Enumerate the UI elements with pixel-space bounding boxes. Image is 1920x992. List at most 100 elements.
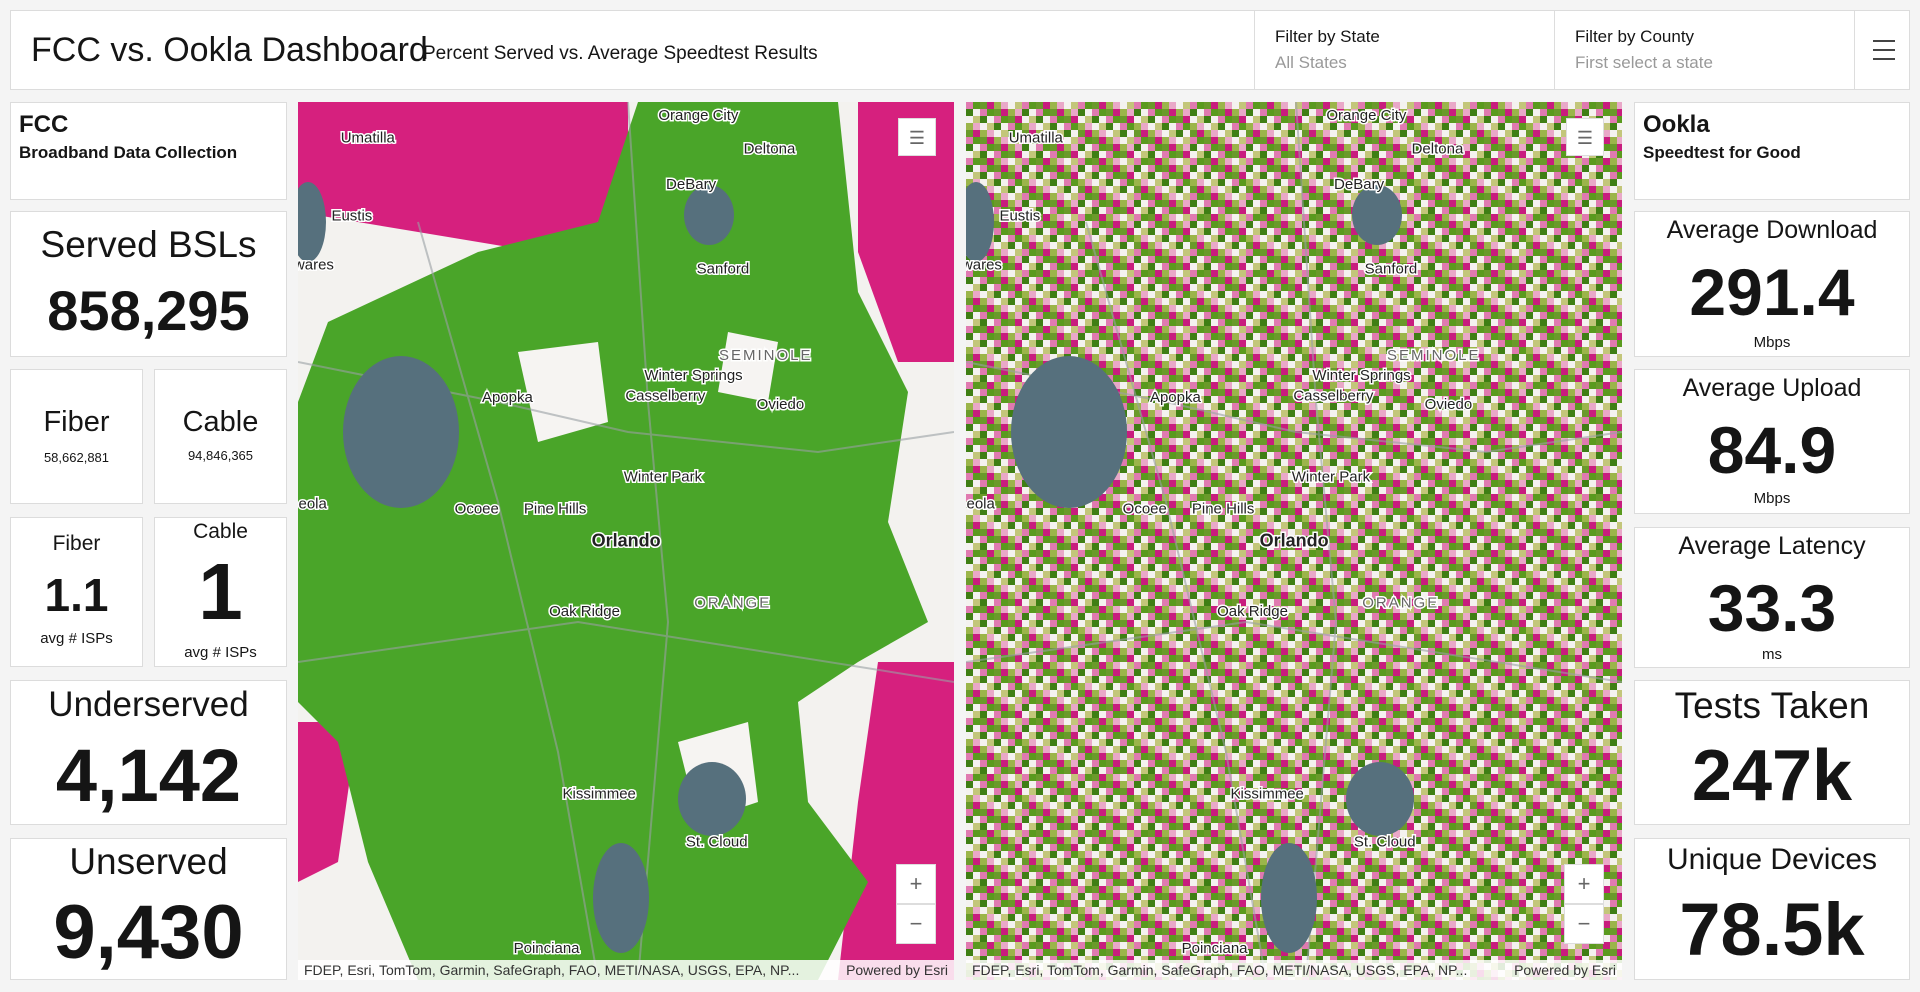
place-label: eola xyxy=(967,495,996,512)
menu-button[interactable] xyxy=(1854,11,1911,89)
zoom-in[interactable]: + xyxy=(1564,864,1604,904)
place-label: DeBary xyxy=(1334,176,1385,193)
place-label: SEMINOLE xyxy=(719,347,813,364)
card-label: Unique Devices xyxy=(1666,843,1878,876)
card-label: Fiber xyxy=(43,406,110,438)
filter-label: Filter by County xyxy=(1575,27,1695,46)
card-label: Average Upload xyxy=(1682,374,1862,402)
card-value: 94,846,365 xyxy=(187,448,254,463)
card-label: Average Download xyxy=(1666,216,1878,244)
place-label: DeBary xyxy=(666,176,717,193)
place-label: Oak Ridge xyxy=(1217,603,1288,620)
filter-state[interactable]: Filter by State All States xyxy=(1254,11,1555,89)
place-label: Winter Springs xyxy=(1312,367,1410,384)
fcc-map[interactable]: Orange City Deltona Umatilla DeBary Eustis Sa… xyxy=(298,102,954,980)
place-label: Eustis xyxy=(999,208,1040,225)
filter-county[interactable]: Filter by County First select a state xyxy=(1554,11,1855,89)
ookla-map[interactable]: Orange City Deltona Umatilla DeBary Eustis Sa… xyxy=(966,102,1622,980)
subtitle: Percent Served vs. Average Speedtest Res… xyxy=(423,43,818,64)
place-label: Sanford xyxy=(1365,260,1418,277)
place-label: Poinciana xyxy=(1182,940,1249,957)
zoom-in[interactable]: + xyxy=(896,864,936,904)
place-label: Deltona xyxy=(744,140,796,157)
card-value: 78.5k xyxy=(1679,888,1865,971)
place-label: Apopka xyxy=(1150,389,1202,406)
test-tiles xyxy=(966,102,1622,980)
powered-by: Powered by Esri xyxy=(846,962,948,978)
place-label: Oviedo xyxy=(1425,396,1473,413)
lakes xyxy=(298,182,746,953)
place-label: Casselberry xyxy=(625,388,706,405)
fiber-isps-card: Fiber 1.1 avg # ISPs xyxy=(10,517,143,667)
place-label: Deltona xyxy=(1412,140,1464,157)
card-value: 33.3 xyxy=(1707,571,1837,645)
card-label: Unserved xyxy=(69,841,228,882)
card-label: Tests Taken xyxy=(1674,685,1870,726)
card-label: Served BSLs xyxy=(40,224,257,265)
card-unit: avg # ISPs xyxy=(40,630,113,647)
place-label: Oviedo xyxy=(757,396,805,413)
zoom-out[interactable]: − xyxy=(1564,904,1604,944)
card-label: Cable xyxy=(193,520,248,543)
card-subtitle: Broadband Data Collection xyxy=(19,143,238,162)
place-label: Sanford xyxy=(697,260,750,277)
lakes xyxy=(966,182,1414,953)
place-label: St. Cloud xyxy=(1354,833,1416,850)
card-value: 247k xyxy=(1691,736,1853,816)
card-unit: ms xyxy=(1762,646,1782,663)
card-subtitle: Speedtest for Good xyxy=(1643,143,1801,162)
place-label: Umatilla xyxy=(341,129,396,146)
place-label: Oak Ridge xyxy=(549,603,620,620)
card-value: 858,295 xyxy=(47,279,250,342)
served-area xyxy=(298,102,928,980)
card-unit: avg # ISPs xyxy=(184,644,257,661)
filter-label: Filter by State xyxy=(1275,27,1380,46)
place-label: ORANGE xyxy=(1362,595,1439,612)
download-card: Average Download 291.4 Mbps xyxy=(1634,211,1910,357)
fcc-card: FCC Broadband Data Collection xyxy=(10,102,287,200)
card-label: Cable xyxy=(182,406,259,438)
place-label: Pine Hills xyxy=(524,500,587,517)
filter-value: All States xyxy=(1275,53,1347,72)
place-labels: Orange City Deltona Umatilla DeBary Eustis Sa… xyxy=(298,106,813,959)
place-label: eola xyxy=(299,495,328,512)
place-label: Casselberry xyxy=(1293,388,1374,405)
place-label: Umatilla xyxy=(1009,129,1064,146)
place-label: SEMINOLE xyxy=(1387,347,1481,364)
zoom-out[interactable]: − xyxy=(896,904,936,944)
place-label: Winter Park xyxy=(1292,468,1371,485)
card-title: FCC xyxy=(19,111,69,138)
place-label: wares xyxy=(966,257,1002,274)
ookla-card: Ookla Speedtest for Good xyxy=(1634,102,1910,200)
cable-card: Cable 94,846,365 xyxy=(154,369,287,504)
attribution-bar: FDEP, Esri, TomTom, Garmin, SafeGraph, F… xyxy=(966,960,1622,980)
attribution-bar: FDEP, Esri, TomTom, Garmin, SafeGraph, F… xyxy=(298,960,954,980)
card-value: 4,142 xyxy=(55,734,242,817)
latency-card: Average Latency 33.3 ms xyxy=(1634,527,1910,668)
place-label: wares xyxy=(298,257,334,274)
map-canvas: Orange City Deltona Umatilla DeBary Eustis Sa… xyxy=(298,102,954,980)
card-value: 9,430 xyxy=(53,890,244,975)
legend-button[interactable]: ☰ xyxy=(1566,118,1604,156)
devices-card: Unique Devices 78.5k xyxy=(1634,838,1910,980)
cable-isps-card: Cable 1 avg # ISPs xyxy=(154,517,287,667)
upload-card: Average Upload 84.9 Mbps xyxy=(1634,369,1910,514)
card-value: 58,662,881 xyxy=(43,450,110,465)
place-label: Orlando xyxy=(1260,530,1329,550)
pink-area xyxy=(298,102,954,980)
map-canvas: Orange City Deltona Umatilla DeBary Eustis Sa… xyxy=(966,102,1622,980)
attribution: FDEP, Esri, TomTom, Garmin, SafeGraph, F… xyxy=(304,962,800,978)
place-label: Orange City xyxy=(1326,107,1407,124)
place-label: Winter Park xyxy=(624,468,703,485)
legend-button[interactable]: ☰ xyxy=(898,118,936,156)
place-label: Kissimmee xyxy=(563,786,636,803)
served-card: Served BSLs 858,295 xyxy=(10,211,287,357)
place-label: Kissimmee xyxy=(1231,786,1304,803)
attribution: FDEP, Esri, TomTom, Garmin, SafeGraph, F… xyxy=(972,962,1468,978)
card-unit: Mbps xyxy=(1753,334,1791,351)
place-label: Ocoee xyxy=(455,500,499,517)
place-label: Eustis xyxy=(331,208,372,225)
title: FCC vs. Ookla Dashboard xyxy=(31,31,428,69)
tests-card: Tests Taken 247k xyxy=(1634,680,1910,825)
